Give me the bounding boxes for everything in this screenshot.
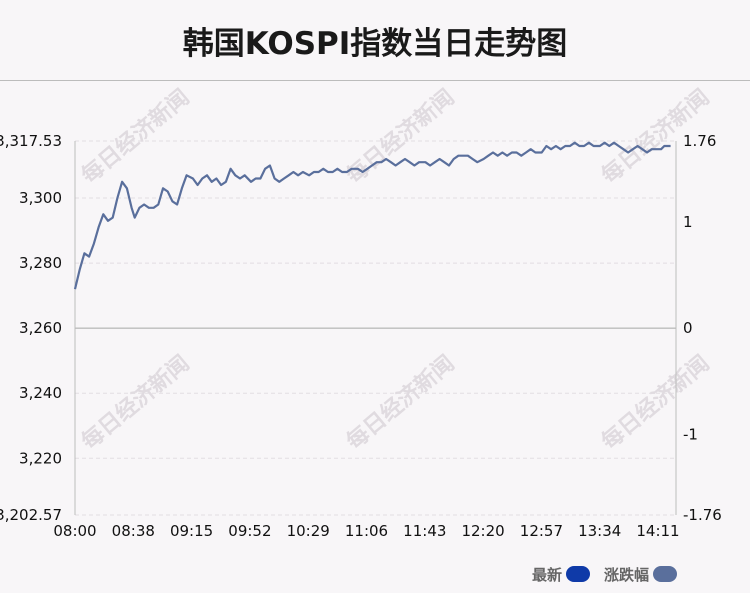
title-divider — [0, 80, 750, 81]
watermark-1: 每日经济新闻 — [342, 84, 460, 189]
left-tick-label: 3,260 — [19, 319, 62, 337]
right-tick-label: 1.76 — [683, 132, 716, 150]
left-tick-label: 3,240 — [19, 384, 62, 402]
x-tick-label: 09:52 — [228, 522, 271, 540]
x-tick-label: 10:29 — [287, 522, 330, 540]
x-axis-ticks: 08:00 08:38 09:15 09:52 10:29 11:06 11:43 12:20… — [53, 522, 679, 540]
left-tick-label: 3,220 — [19, 449, 62, 467]
right-tick-label: 1 — [683, 213, 693, 231]
left-tick-label: 3,280 — [19, 254, 62, 272]
legend-item-latest[interactable]: 最新 — [532, 564, 591, 585]
x-tick-label: 11:43 — [403, 522, 446, 540]
left-tick-label: 3,202.57 — [0, 506, 62, 524]
right-tick-label: 0 — [683, 319, 693, 337]
right-tick-label: -1.76 — [683, 506, 722, 524]
left-tick-label: 3,317.53 — [0, 132, 62, 150]
left-axis-ticks: 3,317.53 3,300 3,280 3,260 3,240 3,220 3,202.5… — [0, 132, 62, 524]
x-tick-label: 12:20 — [461, 522, 504, 540]
watermark-3: 每日经济新闻 — [77, 350, 195, 455]
chart-title: 韩国KOSPI指数当日走势图 — [182, 26, 568, 62]
x-tick-label: 13:34 — [578, 522, 621, 540]
legend-swatch-latest — [566, 566, 591, 582]
legend-item-change[interactable]: 涨跌幅 — [604, 564, 678, 585]
watermark-0: 每日经济新闻 — [77, 84, 195, 189]
axes — [74, 141, 677, 515]
legend-label-latest: 最新 — [532, 565, 563, 584]
legend-label-change: 涨跌幅 — [604, 565, 650, 584]
left-tick-label: 3,300 — [19, 189, 62, 207]
watermark-4: 每日经济新闻 — [342, 350, 460, 455]
x-tick-label: 08:00 — [53, 522, 96, 540]
right-tick-label: -1 — [683, 425, 698, 443]
x-tick-label: 08:38 — [112, 522, 155, 540]
x-tick-label: 12:57 — [520, 522, 563, 540]
kospi-series-line — [73, 141, 671, 290]
grid-lines — [75, 140, 676, 516]
x-tick-label: 11:06 — [345, 522, 388, 540]
legend: 最新 涨跌幅 — [532, 563, 691, 585]
x-tick-label: 14:11 — [636, 522, 679, 540]
legend-swatch-change — [653, 566, 678, 582]
x-tick-label: 09:15 — [170, 522, 213, 540]
right-axis-ticks: 1.76 1 0 -1 -1.76 — [683, 132, 722, 524]
